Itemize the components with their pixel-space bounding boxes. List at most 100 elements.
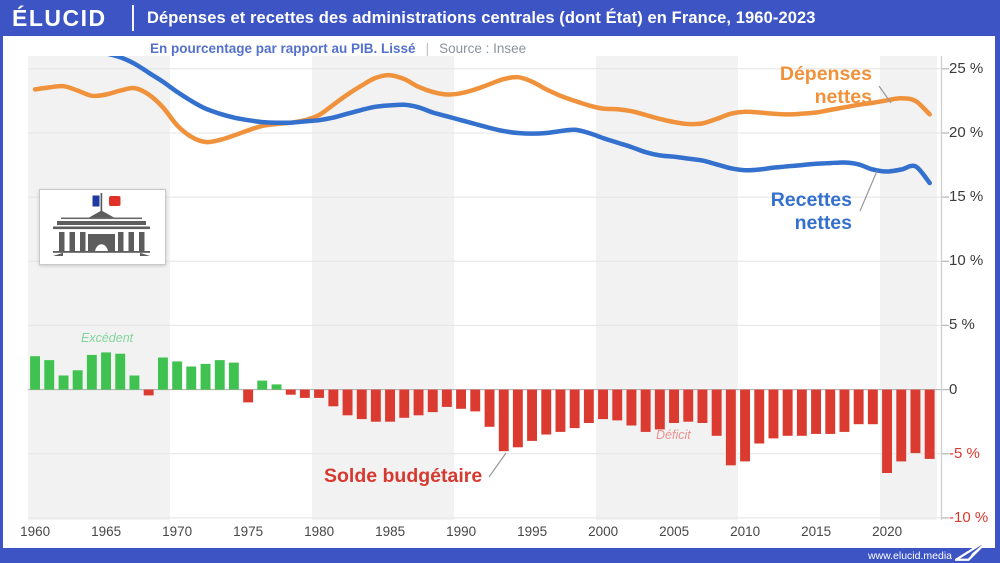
x-tick-label: 1965 [91,524,122,539]
solde-bar-2001 [612,389,623,421]
solde-bar-1977 [271,384,282,390]
right-border [995,0,1000,563]
solde-bar-1961 [44,360,55,390]
depenses-line [32,72,932,145]
footer-bar [0,548,1000,563]
solde-bar-1981 [328,389,339,407]
left-border [0,0,3,563]
assemblee-icon-box [39,189,166,265]
x-tick-label: 1985 [375,524,406,539]
solde-bar-1968 [143,389,154,396]
solde-bar-1992 [484,389,495,427]
solde-bar-1999 [583,389,594,423]
solde-bar-2013 [782,389,793,436]
subtitle-separator: | [425,40,430,56]
y-tick-label: -10 % [949,508,989,526]
solde-bar-1975 [243,389,254,403]
solde-bar-1998 [569,389,580,429]
solde-bar-2002 [626,389,637,426]
solde-bar-2009 [725,389,736,466]
solde-bar-1964 [86,354,97,390]
solde-bar-2011 [754,389,765,444]
y-tick-label: 0 [949,380,958,398]
decade-stripe [596,56,738,520]
x-tick-label: 1995 [517,524,548,539]
solde-bar-1990 [456,389,466,409]
solde-bar-2014 [796,389,807,436]
solde-bar-1983 [356,389,367,420]
solde-bar-2005 [669,389,679,423]
solde-bar-1967 [129,375,140,390]
solde-bar-2012 [768,389,779,439]
page-title: Dépenses et recettes des administrations… [147,8,816,27]
solde-bar-2019 [867,389,878,425]
solde-bar-2016 [825,389,836,434]
solde-bar-1993 [498,389,509,452]
assemblee-nationale-icon [53,193,150,256]
solde-bar-2003 [640,389,651,432]
solde-bar-2000 [598,389,608,420]
solde-bar-1997 [555,389,566,432]
subtitle-text: En pourcentage par rapport au PIB. Lissé [150,40,416,56]
solde-bar-2004 [654,389,665,430]
solde-bar-1969 [158,357,168,390]
solde-bar-1982 [342,389,353,416]
x-tick-label: 2000 [588,524,619,539]
solde-bar-1988 [427,389,438,413]
header-divider [132,5,134,31]
solde-bar-1966 [115,353,126,390]
x-tick-label: 1970 [162,524,193,539]
x-tick-label: 1980 [304,524,335,539]
solde-bar-1976 [257,380,268,390]
x-tick-label: 2015 [801,524,832,539]
solde-bar-1989 [441,389,452,407]
solde-budgetaire-bars [30,352,935,473]
website-url: www.elucid.media [867,550,952,562]
paper-plane-icon [955,537,991,561]
y-tick-label: 25 % [949,59,984,77]
solde-bar-1995 [527,389,537,441]
y-tick-label: 5 % [949,316,975,334]
y-tick-label: 20 % [949,123,984,141]
x-tick-label: 1975 [233,524,264,539]
solde-bar-2020 [882,389,892,473]
solde-bar-2018 [853,389,864,425]
solde-bar-2015 [811,389,821,434]
solde-bar-1972 [200,363,211,390]
brand-logo: ÉLUCID [12,4,107,31]
y-tick-label: 10 % [949,252,984,270]
solde-bar-1974 [228,362,239,390]
solde-bar-1973 [214,360,225,390]
solde-bar-2008 [711,389,722,436]
decade-stripe [312,56,454,520]
solde-bar-1987 [413,389,424,416]
chart-plot [28,56,949,520]
solde-bar-2023 [924,389,935,459]
solde-bar-1962 [58,375,69,390]
solde-bar-1965 [101,352,111,390]
solde-bar-1978 [285,389,296,395]
solde-bar-1963 [72,370,83,390]
solde-bar-2021 [896,389,907,462]
y-tick-label: 15 % [949,188,984,206]
solde-bar-1991 [470,389,481,412]
solde-bar-2017 [839,389,850,432]
solde-bar-1996 [541,389,552,435]
solde-bar-2006 [683,389,694,422]
solde-bar-1970 [172,361,183,390]
decade-stripe [28,56,170,520]
solde-bar-1986 [399,389,410,418]
x-tick-label: 2020 [872,524,903,539]
x-tick-label: 2005 [659,524,690,539]
source-text: Source : Insee [439,40,527,56]
solde-bar-1960 [30,356,40,390]
solde-bar-1971 [186,366,197,390]
solde-bar-1980 [314,389,324,398]
x-tick-label: 1960 [20,524,51,539]
solde-bar-2007 [697,389,708,423]
x-tick-label: 1990 [446,524,477,539]
recettes-line [107,56,932,186]
header-bar: ÉLUCID Dépenses et recettes des administ… [0,0,1000,36]
solde-bar-2022 [910,389,921,454]
